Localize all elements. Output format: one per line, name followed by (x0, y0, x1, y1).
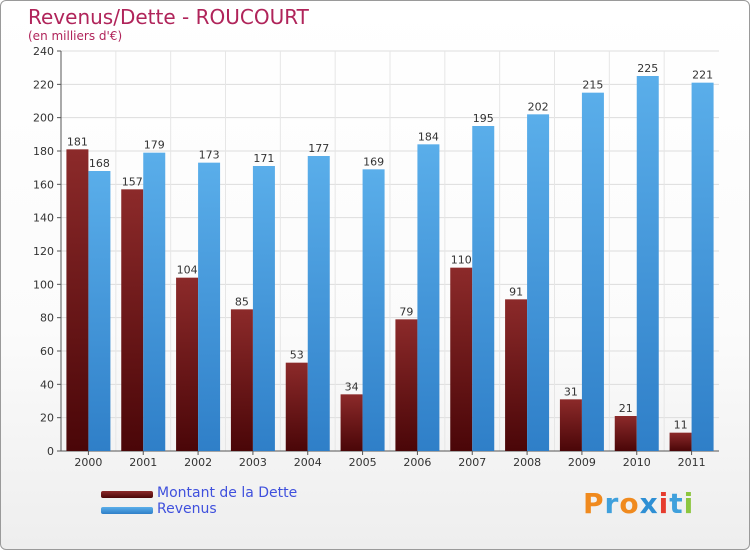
data-label-revenue: 169 (363, 155, 384, 168)
bar-debt (614, 416, 637, 451)
data-label-debt: 104 (177, 264, 198, 277)
bar-debt (285, 362, 308, 451)
legend-swatch-debt (101, 491, 153, 498)
x-tick-label: 2010 (623, 456, 651, 469)
data-label-debt: 31 (564, 385, 578, 398)
y-tick-label: 60 (40, 345, 54, 358)
data-label-debt: 53 (290, 349, 304, 362)
bar-revenue (198, 162, 221, 451)
x-tick-label: 2009 (568, 456, 596, 469)
x-tick-label: 2004 (294, 456, 322, 469)
logo-letter: i (658, 487, 670, 520)
x-tick-label: 2006 (403, 456, 431, 469)
x-tick-label: 2002 (184, 456, 212, 469)
bar-revenue (362, 169, 385, 452)
y-tick-label: 20 (40, 412, 54, 425)
data-label-revenue: 225 (637, 62, 658, 75)
x-tick-label: 2000 (74, 456, 102, 469)
y-tick-label: 220 (33, 78, 54, 91)
bar-debt (230, 309, 253, 451)
data-label-debt: 85 (235, 295, 249, 308)
data-label-revenue: 215 (582, 79, 603, 92)
y-tick-label: 40 (40, 378, 54, 391)
bar-debt (121, 189, 144, 452)
bar-revenue (88, 171, 111, 451)
legend-label-revenue: Revenus (157, 501, 217, 517)
logo-letter: r (604, 487, 620, 520)
legend-swatch-revenue (101, 507, 153, 514)
bar-revenue (636, 76, 659, 451)
legend-label-debt: Montant de la Dette (157, 485, 298, 501)
data-label-revenue: 184 (418, 130, 439, 143)
data-label-debt: 110 (451, 254, 472, 267)
x-tick-label: 2001 (129, 456, 157, 469)
y-tick-label: 140 (33, 212, 54, 225)
x-tick-label: 2007 (458, 456, 486, 469)
bar-revenue (691, 82, 714, 452)
bar-revenue (252, 166, 275, 451)
data-label-revenue: 179 (144, 139, 165, 152)
data-label-debt: 79 (399, 305, 413, 318)
data-label-revenue: 173 (199, 149, 220, 162)
x-tick-label: 2005 (349, 456, 377, 469)
axes: 0 20 40 60 80 100 120 140 160 180 200 220 240 2000 200… (33, 45, 719, 469)
data-label-debt: 91 (509, 285, 523, 298)
y-tick-label: 200 (33, 112, 54, 125)
data-label-debt: 157 (122, 175, 143, 188)
y-tick-label: 100 (33, 278, 54, 291)
y-tick-label: 120 (33, 245, 54, 258)
grid-lines (61, 50, 719, 451)
data-label-revenue: 168 (89, 157, 110, 170)
y-tick-label: 0 (47, 445, 54, 458)
data-label-debt: 34 (345, 380, 359, 393)
bar-revenue (143, 152, 166, 451)
logo-letter: i (683, 487, 695, 520)
bars (66, 76, 714, 452)
data-label-debt: 21 (619, 402, 633, 415)
y-tick-label: 160 (33, 178, 54, 191)
bar-revenue (472, 126, 495, 451)
bar-debt (450, 267, 473, 451)
logo-letter: t (669, 487, 684, 520)
bar-revenue (417, 144, 440, 452)
x-tick-label: 2003 (239, 456, 267, 469)
bar-debt (559, 399, 582, 451)
data-label-revenue: 202 (528, 100, 549, 113)
data-label-revenue: 171 (253, 152, 274, 165)
data-label-revenue: 195 (473, 112, 494, 125)
bar-revenue (527, 114, 550, 451)
bar-debt (395, 319, 418, 451)
y-tick-label: 240 (33, 45, 54, 58)
logo-letter: x (639, 487, 659, 520)
data-label-debt: 181 (67, 135, 88, 148)
y-tick-label: 180 (33, 145, 54, 158)
logo-letter: P (583, 487, 605, 520)
chart-subtitle: (en milliers d'€) (28, 29, 123, 43)
bar-debt (66, 149, 89, 452)
bar-debt (505, 299, 528, 451)
bar-revenue (307, 156, 330, 451)
proxiti-logo: Proxiti (583, 487, 694, 520)
y-tick-label: 80 (40, 312, 54, 325)
data-label-debt: 11 (674, 419, 688, 432)
x-tick-label: 2011 (678, 456, 706, 469)
bar-debt (340, 394, 363, 451)
logo-letter: o (619, 487, 640, 520)
bar-debt (176, 277, 199, 451)
bar-debt (669, 432, 692, 451)
data-label-revenue: 221 (692, 69, 713, 82)
bar-revenue (581, 92, 604, 452)
x-tick-label: 2008 (513, 456, 541, 469)
data-label-revenue: 177 (308, 142, 329, 155)
chart-title: Revenus/Dette - ROUCOURT (28, 5, 309, 29)
